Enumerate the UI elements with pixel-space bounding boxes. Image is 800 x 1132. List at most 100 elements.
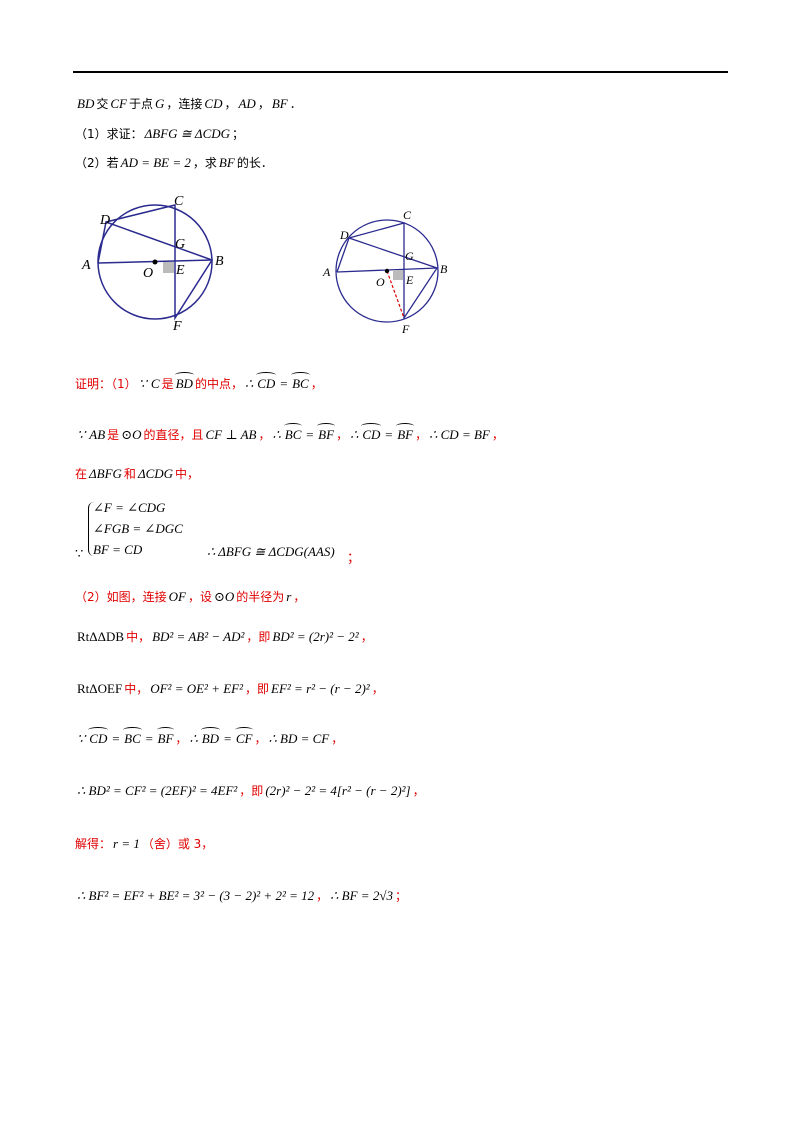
text: ，	[415, 428, 428, 442]
text: 和	[123, 467, 136, 481]
math: =	[384, 427, 394, 442]
brace	[88, 502, 97, 556]
text: ．	[289, 97, 302, 111]
text: 于点	[128, 97, 153, 111]
label: C	[174, 194, 184, 209]
text: ，连接	[166, 97, 203, 111]
text: （舍）或 3，	[141, 837, 214, 851]
math: ΔBFG	[89, 466, 122, 481]
math: ∠F = ∠CDG	[93, 500, 166, 515]
arc: CD	[256, 372, 277, 391]
solution-line: ∵ CD = BC = BF， ∴ BD = CF， ∴ BD = CF，	[75, 727, 343, 748]
math: AD = BE = 2	[120, 155, 191, 170]
text: 的半径为	[236, 590, 285, 604]
text: 中，	[124, 682, 149, 696]
label: E	[175, 263, 185, 278]
label: A	[322, 265, 331, 279]
label: O	[376, 275, 385, 289]
math: ∴	[350, 427, 359, 442]
label: E	[405, 273, 414, 287]
label: G	[175, 237, 185, 252]
math: =	[144, 731, 154, 746]
arc: BC	[123, 727, 142, 746]
text: 在	[75, 467, 88, 481]
math: ∵	[77, 731, 86, 746]
solution-line: 证明：（1） ∵ C 是 BD 的中点， ∴ CD = BC，	[75, 372, 323, 393]
math: ⊙O	[214, 589, 235, 604]
label: C	[403, 208, 412, 222]
math: C	[150, 376, 160, 391]
math: CD	[204, 96, 223, 111]
arc: BD	[200, 727, 221, 746]
math: ∠FGB = ∠DGC	[93, 521, 183, 536]
text: ；	[232, 127, 245, 141]
math: BF	[218, 155, 235, 170]
text: （1）求证：	[75, 127, 143, 141]
label: B	[215, 254, 224, 269]
math: AD	[238, 96, 256, 111]
center-dot	[152, 259, 158, 265]
text: ，	[316, 889, 329, 903]
solution-line: RtΔOEF 中， OF² = OE² + EF² ，即 EF² = r² − (r −…	[75, 680, 384, 698]
figure-2-labels: A B C D E F G O	[322, 208, 448, 336]
text: ，	[371, 682, 384, 696]
math: ∴ BF = 2√3	[330, 888, 393, 903]
math: ∴ CD = BF	[429, 427, 490, 442]
arc: BD	[174, 372, 195, 391]
math: ∴ BD² = CF² = (2EF)² = 4EF²	[77, 783, 238, 798]
text: ，	[257, 97, 270, 111]
math: ∴	[272, 427, 281, 442]
text: ，即	[245, 682, 270, 696]
math: CF	[110, 96, 127, 111]
text: ，即	[239, 784, 264, 798]
math: r	[286, 589, 292, 604]
text: （2）如图，连接	[75, 590, 167, 604]
text: 的中点，	[194, 377, 243, 391]
math: CF ⊥ AB	[205, 427, 257, 442]
text: ，	[336, 428, 349, 442]
math: RtΔOEF	[77, 681, 123, 696]
label: G	[405, 249, 414, 263]
math: RtΔΔDB	[77, 629, 125, 644]
arc: BF	[317, 423, 335, 442]
text: ，	[175, 732, 188, 746]
math: EF² = r² − (r − 2)²	[271, 681, 370, 696]
text: ；	[394, 889, 407, 903]
math: =	[305, 427, 315, 442]
math: ∴	[244, 376, 254, 391]
text: 的直径，且	[143, 428, 204, 442]
text: ，	[254, 732, 267, 746]
text: 是	[161, 377, 174, 391]
math: BF = CD	[93, 542, 143, 557]
arc: CD	[361, 423, 382, 442]
text: 的长．	[236, 156, 273, 170]
math: BD² = (2r)² − 2²	[272, 629, 359, 644]
text: ，求	[192, 156, 217, 170]
math: G	[155, 96, 165, 111]
text: ，	[224, 97, 237, 111]
math: (2r)² − 2² = 4[r² − (r − 2)²]	[265, 783, 411, 798]
math: AB	[89, 427, 106, 442]
text: 中，	[126, 630, 151, 644]
radius-of	[386, 270, 405, 319]
text: 解得：	[75, 837, 112, 851]
text: ，	[310, 377, 323, 391]
math: BD² = AB² − AD²	[152, 629, 245, 644]
text: 交	[96, 97, 109, 111]
arc: BC	[291, 372, 310, 391]
math: ΔCDG	[137, 466, 174, 481]
label: O	[143, 266, 153, 281]
math: =	[111, 731, 121, 746]
text: ，	[360, 630, 373, 644]
solution-line: ∴ BF² = EF² + BE² = 3² − (3 − 2)² + 2² =…	[75, 887, 407, 905]
math: ∵	[77, 427, 86, 442]
label: D	[339, 228, 349, 242]
solution-line: 在 ΔBFG 和 ΔCDG 中，	[75, 465, 199, 483]
text: ，即	[246, 630, 271, 644]
label: A	[81, 258, 91, 273]
text: 中，	[175, 467, 200, 481]
math: ∴ BF² = EF² + BE² = 3² − (3 − 2)² + 2² =…	[77, 888, 315, 903]
math: ⊙O	[121, 427, 142, 442]
text: ，	[293, 590, 306, 604]
